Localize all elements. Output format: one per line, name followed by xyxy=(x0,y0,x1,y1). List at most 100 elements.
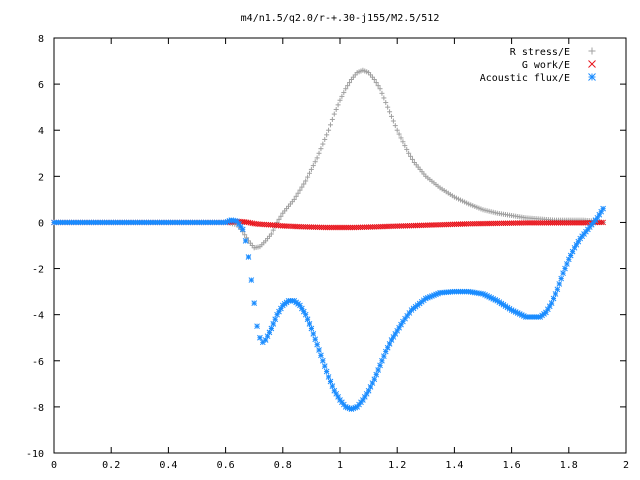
data-point xyxy=(327,122,333,128)
data-point xyxy=(322,224,329,231)
legend-label: G work/E xyxy=(522,60,570,71)
data-point xyxy=(333,106,339,112)
legend-marker xyxy=(588,60,596,68)
data-point xyxy=(375,83,381,89)
data-point xyxy=(347,224,354,231)
chart-title: m4/n1.5/q2.0/r-+.30-j155/M2.5/512 xyxy=(241,13,440,24)
data-point xyxy=(541,220,548,226)
data-point xyxy=(539,220,546,226)
data-point xyxy=(535,220,542,226)
data-point xyxy=(381,95,387,101)
x-tick-label: 0.8 xyxy=(274,460,292,471)
data-point xyxy=(404,146,410,152)
data-point xyxy=(308,166,314,172)
legend-marker xyxy=(588,73,596,81)
data-point xyxy=(254,323,260,330)
data-point xyxy=(327,378,334,385)
data-point xyxy=(276,216,282,222)
data-point xyxy=(331,111,337,117)
data-point xyxy=(531,220,537,226)
y-tick-label: 0 xyxy=(38,218,44,229)
data-point xyxy=(558,275,565,282)
data-point xyxy=(331,224,337,231)
data-point xyxy=(564,261,570,267)
data-point xyxy=(406,150,412,156)
y-tick-label: 4 xyxy=(38,126,44,137)
legend-marker xyxy=(588,47,596,55)
data-point xyxy=(394,127,400,133)
data-point xyxy=(559,220,566,226)
data-point xyxy=(572,220,578,226)
data-point xyxy=(268,231,274,237)
data-point xyxy=(326,127,332,133)
data-point xyxy=(527,220,533,226)
data-point xyxy=(600,205,606,212)
data-point xyxy=(314,155,320,161)
x-tick-label: 1.2 xyxy=(388,460,406,471)
data-point xyxy=(380,353,387,360)
y-tick-label: -6 xyxy=(32,357,44,368)
data-point xyxy=(388,113,394,119)
data-point xyxy=(304,316,311,323)
data-point xyxy=(312,159,318,165)
y-tick-label: 2 xyxy=(38,172,44,183)
data-point xyxy=(379,90,385,96)
data-point xyxy=(533,220,539,226)
data-point xyxy=(408,153,414,159)
data-point xyxy=(377,86,383,92)
y-tick-label: 8 xyxy=(38,34,44,45)
data-point xyxy=(561,220,568,226)
data-point xyxy=(546,303,553,310)
data-point xyxy=(385,104,391,110)
data-point xyxy=(320,141,326,147)
data-point xyxy=(400,139,406,145)
x-tick-label: 1 xyxy=(337,460,343,471)
data-point xyxy=(551,220,558,226)
data-point xyxy=(305,174,311,180)
data-point xyxy=(245,254,252,260)
x-tick-label: 1.6 xyxy=(503,460,521,471)
data-point xyxy=(251,300,258,306)
data-point xyxy=(396,131,402,137)
data-point xyxy=(261,221,268,228)
data-point xyxy=(375,367,381,373)
data-point xyxy=(314,341,320,348)
data-point xyxy=(377,362,383,369)
data-point xyxy=(343,224,349,231)
data-point xyxy=(239,226,246,233)
data-point xyxy=(550,295,557,302)
data-point xyxy=(329,116,335,122)
data-point xyxy=(565,220,572,226)
data-point xyxy=(345,224,352,231)
data-point xyxy=(387,109,393,115)
data-point xyxy=(390,118,396,124)
data-point xyxy=(306,321,313,327)
data-point xyxy=(337,97,343,103)
y-tick-label: -8 xyxy=(32,403,44,414)
data-point xyxy=(570,220,576,226)
data-point xyxy=(392,123,398,129)
data-point xyxy=(371,376,378,383)
data-point xyxy=(270,321,277,327)
data-point xyxy=(295,190,301,196)
data-point xyxy=(306,170,312,176)
data-point xyxy=(521,220,527,226)
y-tick-label: -4 xyxy=(32,311,44,322)
legend-label: Acoustic flux/E xyxy=(480,73,570,84)
data-point xyxy=(398,135,404,141)
data-point xyxy=(310,163,316,169)
data-point xyxy=(543,220,550,226)
data-point xyxy=(383,100,389,106)
data-point xyxy=(268,325,275,332)
data-point xyxy=(337,224,343,231)
data-point xyxy=(545,220,552,226)
data-point xyxy=(333,224,339,231)
data-point xyxy=(319,357,326,364)
data-point xyxy=(310,331,317,337)
data-point xyxy=(325,374,332,380)
data-point xyxy=(272,316,279,323)
legend-label: R stress/E xyxy=(510,47,570,58)
data-point xyxy=(335,224,341,231)
